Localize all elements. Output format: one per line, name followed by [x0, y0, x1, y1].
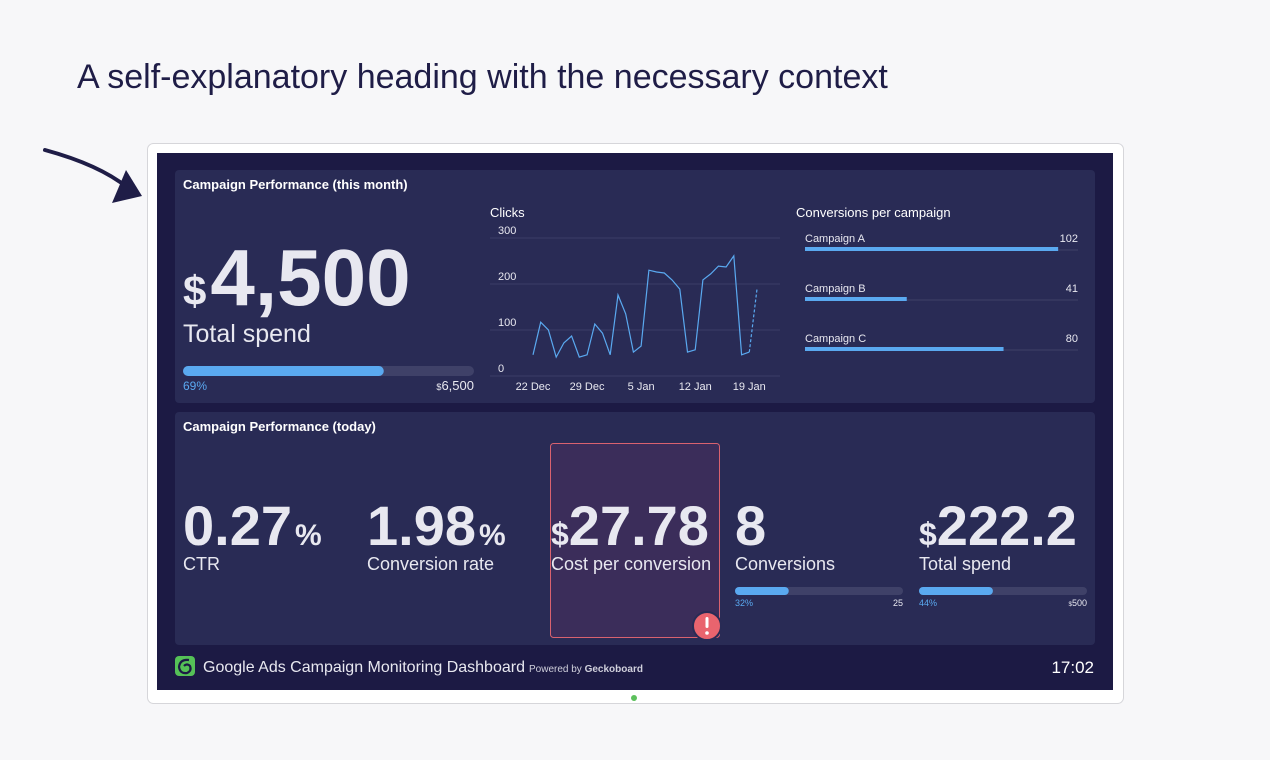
arrow-head: [112, 170, 142, 203]
x-tick-label: 22 Dec: [516, 381, 551, 393]
kpi-currency: $: [551, 516, 569, 552]
goal-currency: $: [1068, 601, 1072, 608]
kpi-number: 8: [735, 494, 766, 557]
big-number: $4,500: [183, 233, 411, 322]
kpi-label: Conversions: [735, 554, 835, 574]
alert-icon-bar: [705, 617, 709, 628]
powered-by-text: Powered by: [529, 664, 582, 675]
bar-value: 80: [1066, 333, 1078, 345]
goal-label: $500: [1068, 598, 1087, 608]
bar-value: 102: [1060, 233, 1078, 245]
kpi-number: 0.27: [183, 494, 292, 557]
clock: 17:02: [1051, 658, 1094, 677]
big-number-label: Total spend: [183, 320, 311, 348]
bar-category: Campaign B: [805, 283, 866, 295]
logo-swirl: [177, 658, 192, 675]
goal-amount: 500: [1072, 598, 1087, 608]
y-tick-label: 100: [498, 317, 516, 329]
currency: $: [183, 267, 206, 314]
kpi-value: 1.98%: [367, 494, 506, 557]
line-series: [532, 254, 750, 359]
kpi-value: 0.27%: [183, 494, 322, 557]
alert-icon-dot: [705, 631, 709, 635]
line-series-partial: [748, 289, 758, 353]
panel-title: Campaign Performance (this month): [183, 177, 408, 192]
progress-fill: [735, 587, 789, 595]
arrow: [43, 148, 130, 190]
bar-value: 41: [1066, 283, 1078, 295]
kpi-currency: $: [919, 516, 937, 552]
kpi-label: CTR: [183, 554, 220, 574]
progress-label: 69%: [183, 379, 207, 393]
chart-title: Conversions per campaign: [796, 205, 951, 220]
brand: Geckoboard: [585, 664, 643, 675]
kpi-label: Cost per conversion: [551, 554, 711, 574]
chart-title: Clicks: [490, 205, 525, 220]
bar: [805, 347, 1004, 351]
x-tick-label: 29 Dec: [570, 381, 605, 393]
goal-label: $6,500: [436, 378, 474, 393]
goal-currency: $: [436, 382, 441, 392]
kpi-label: Conversion rate: [367, 554, 494, 574]
bar-category: Campaign A: [805, 233, 866, 245]
kpi-label: Total spend: [919, 554, 1011, 574]
page-heading: A self-explanatory heading with the nece…: [77, 58, 888, 96]
y-tick-label: 0: [498, 363, 504, 375]
progress-label: 32%: [735, 598, 753, 608]
x-tick-label: 12 Jan: [679, 381, 712, 393]
progress-fill: [183, 366, 384, 376]
power-light: [631, 695, 637, 701]
y-tick-label: 200: [498, 271, 516, 283]
footer-title: Google Ads Campaign Monitoring Dashboard: [203, 659, 525, 676]
goal-label: 25: [893, 598, 903, 608]
bar-category: Campaign C: [805, 333, 866, 345]
kpi-unit: %: [479, 519, 506, 552]
kpi-unit: %: [295, 519, 322, 552]
kpi-value: 8: [735, 494, 766, 557]
progress-label: 44%: [919, 598, 937, 608]
bar: [805, 247, 1059, 251]
x-tick-label: 19 Jan: [733, 381, 766, 393]
kpi-number: 27.78: [569, 494, 709, 557]
goal-amount: 25: [893, 598, 903, 608]
panel-title: Campaign Performance (today): [183, 419, 376, 434]
goal-amount: 6,500: [441, 378, 474, 393]
kpi-number: 222.2: [937, 494, 1077, 557]
panel-month: [175, 170, 1095, 403]
kpi-value: $27.78: [551, 494, 709, 557]
progress-fill: [919, 587, 993, 595]
alert-highlight: [550, 443, 720, 638]
bar: [805, 297, 907, 301]
x-tick-label: 5 Jan: [628, 381, 655, 393]
y-tick-label: 300: [498, 225, 516, 237]
kpi-value: $222.2: [919, 494, 1077, 557]
kpi-number: 1.98: [367, 494, 476, 557]
amount: 4,500: [210, 233, 410, 322]
powered-by: Powered by Geckoboard: [529, 664, 643, 675]
